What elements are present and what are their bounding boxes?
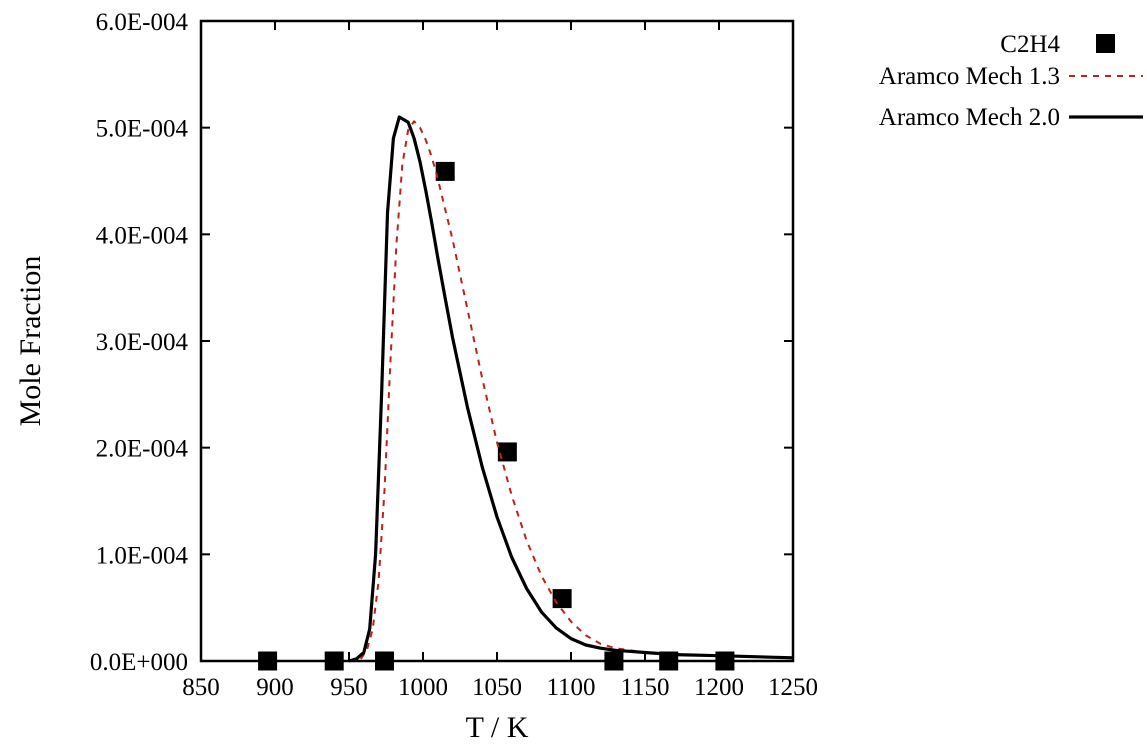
x-tick-label: 950	[330, 674, 368, 701]
legend-label: Aramco Mech 2.0	[879, 104, 1060, 131]
y-tick-label: 6.0E-004	[96, 9, 189, 36]
x-tick-label: 850	[182, 674, 220, 701]
series-line-1	[348, 120, 794, 662]
axis-ticks: 850 900 950 1000 1050 1100 1150 1200 1250 0.0E+00…	[90, 9, 818, 701]
legend-marker-square	[1096, 34, 1115, 53]
data-point	[435, 161, 455, 181]
x-tick-label: 1050	[472, 674, 522, 701]
plot-frame	[199, 19, 795, 663]
x-tick-label: 1000	[398, 674, 448, 701]
plot-marks	[258, 115, 794, 671]
y-tick-label: 3.0E-004	[96, 329, 189, 356]
x-tick-label: 1200	[694, 674, 744, 701]
y-tick-label: 1.0E-004	[96, 542, 189, 569]
series-line-2	[348, 115, 794, 663]
y-axis-title: Mole Fraction	[14, 256, 47, 427]
y-tick-label: 2.0E-004	[96, 436, 189, 463]
legend-label: Aramco Mech 1.3	[879, 63, 1060, 90]
y-tick-label: 0.0E+000	[90, 649, 188, 676]
x-tick-label: 1100	[546, 674, 595, 701]
legend-label: C2H4	[1000, 31, 1060, 58]
data-point	[497, 442, 517, 462]
x-tick-label: 1250	[768, 674, 818, 701]
y-tick-label: 4.0E-004	[96, 222, 189, 249]
x-axis-title: T / K	[466, 711, 529, 744]
x-tick-label: 1150	[620, 674, 669, 701]
y-tick-label: 5.0E-004	[96, 116, 189, 143]
x-tick-label: 900	[256, 674, 294, 701]
legend: C2H4 Aramco Mech 1.3 Aramco Mech 2.0	[879, 31, 1143, 131]
data-point	[552, 589, 572, 609]
